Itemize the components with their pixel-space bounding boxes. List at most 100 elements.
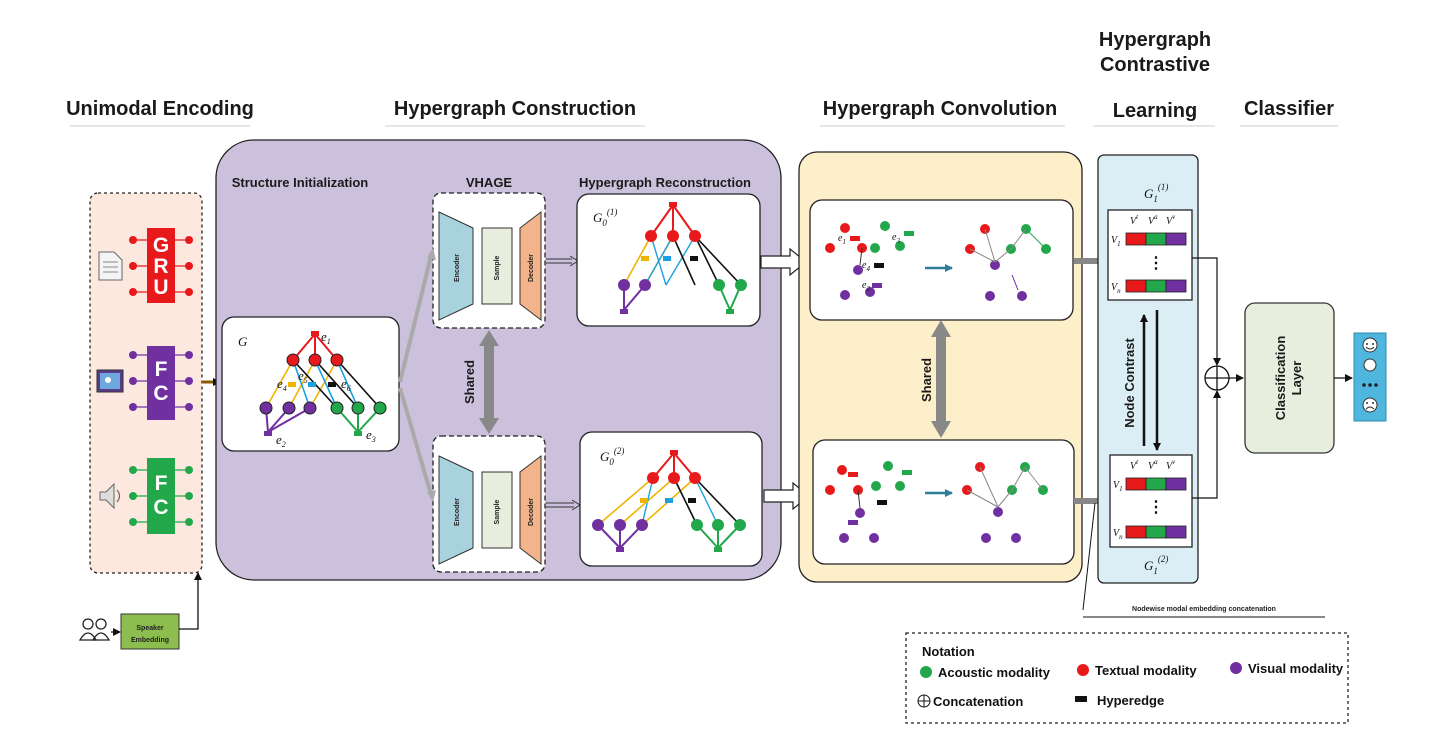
svg-text:Decoder: Decoder: [528, 254, 535, 282]
fc-visual-f: F: [155, 358, 168, 381]
gru-encoder: G R U: [129, 228, 193, 303]
nodewise-concat-label: Nodewise modal embedding concatenation: [1132, 606, 1276, 613]
embedding-matrix-1: Vt Va Vv V1 ⋮ Vn: [1107, 209, 1193, 301]
speaker-embedding-box: [120, 613, 180, 650]
notation-acoustic: Acoustic modality: [938, 665, 1051, 680]
svg-text:V1: V1: [1113, 480, 1123, 493]
acoustic-dot: [920, 666, 932, 678]
conv-graph-1-box: [809, 199, 1074, 321]
svg-text:Vn: Vn: [1113, 528, 1123, 541]
svg-text:⋮: ⋮: [1148, 255, 1164, 272]
notation-concatenation: Concatenation: [933, 694, 1023, 709]
g1-1-label: G1(1): [1144, 182, 1168, 204]
g1-2-label: G1(2): [1144, 554, 1168, 576]
header-contrastive-line2: Contrastive: [1100, 54, 1210, 76]
conv-graph-2-box: [812, 439, 1075, 565]
fc-audio-c: C: [153, 496, 168, 519]
speakers-icon: [78, 618, 111, 641]
recon-graph-2-label: G0(2): [600, 446, 624, 467]
header-contrastive-line3: Learning: [1113, 100, 1197, 122]
classification-label-2: Layer: [1289, 361, 1304, 396]
header-hypergraph-convolution: Hypergraph Convolution: [823, 98, 1057, 120]
header-classifier: Classifier: [1244, 98, 1334, 120]
svg-text:⋮: ⋮: [1148, 499, 1164, 516]
neutral-face-icon: [1363, 358, 1377, 372]
speaker-to-encoding-arrow: [179, 572, 202, 630]
svg-text:Vt: Vt: [1130, 458, 1139, 472]
notation-hyperedge: Hyperedge: [1097, 693, 1164, 708]
arrow-g-to-vhage-bottom: [398, 387, 434, 499]
sad-face-icon: [1362, 397, 1378, 413]
shared-label-convolution: Shared: [919, 358, 934, 402]
svg-text:Va: Va: [1148, 213, 1158, 227]
matrix1-to-concat-line: [1192, 257, 1221, 366]
structure-init-label: Structure Initialization: [232, 175, 369, 190]
video-icon: [96, 369, 124, 393]
header-contrastive-line1: Hypergraph: [1099, 29, 1211, 51]
arrow-g-to-vhage-top: [398, 251, 434, 383]
audio-speaker-icon: [99, 482, 121, 510]
svg-text:Vv: Vv: [1166, 213, 1176, 227]
recon-graph-1-label: G0(1): [593, 207, 617, 228]
arrowhead: [427, 490, 436, 502]
recon-hypergraph-2: [592, 450, 746, 552]
svg-text:e1: e1: [321, 329, 331, 346]
concat-operator-icon: [1204, 365, 1230, 391]
svg-text:Vt: Vt: [1130, 213, 1139, 227]
vhage-bottom-sample: Sample: [481, 471, 513, 549]
svg-text:e1: e1: [838, 233, 846, 246]
recon-hypergraph-1: [618, 202, 747, 314]
shared-double-arrow-convolution: [931, 320, 951, 438]
svg-text:e6: e6: [341, 376, 351, 393]
notation-title: Notation: [922, 644, 975, 659]
gru-label-r: R: [153, 255, 168, 278]
notation-visual: Visual modality: [1248, 661, 1344, 676]
ellipsis-dot: [1374, 383, 1378, 387]
initial-graph-g: G: [238, 334, 248, 349]
svg-text:Vn: Vn: [1111, 282, 1121, 295]
gru-label-g: G: [153, 234, 169, 257]
svg-text:e2: e2: [862, 280, 870, 293]
svg-text:Decoder: Decoder: [528, 498, 535, 526]
speaker-embedding-label-2: Embedding: [131, 637, 169, 644]
vhage-top-decoder: Decoder: [519, 210, 542, 322]
svg-text:e2: e2: [276, 432, 286, 449]
vhage-label: VHAGE: [466, 175, 513, 190]
ellipsis-dot: [1362, 383, 1366, 387]
conv-hypergraph-1: e1 e3 e4 e2: [825, 221, 1051, 301]
emotion-output-panel: [1353, 332, 1387, 422]
svg-text:Vv: Vv: [1166, 458, 1176, 472]
gru-label-u: U: [153, 276, 168, 299]
fc-visual-c: C: [153, 382, 168, 405]
svg-text:e3: e3: [366, 427, 376, 444]
svg-text:Va: Va: [1148, 458, 1158, 472]
node-contrast-label: Node Contrast: [1122, 338, 1137, 428]
reconstruction-label: Hypergraph Reconstruction: [579, 175, 751, 190]
arrow-recon1-to-conv: [760, 247, 807, 277]
embedding-matrix-2: Vt Va Vv V1 ⋮ Vn: [1109, 454, 1193, 548]
happy-face-icon: [1362, 337, 1378, 353]
header-unimodal-encoding: Unimodal Encoding: [66, 98, 254, 120]
svg-text:Sample: Sample: [494, 499, 501, 524]
concat-symbol-icon: [917, 694, 931, 708]
concat-label-leader: [1082, 502, 1096, 611]
document-icon: [98, 251, 123, 281]
svg-text:e3: e3: [892, 232, 900, 245]
notation-textual: Textual modality: [1095, 663, 1197, 678]
textual-dot: [1077, 664, 1089, 676]
shared-double-arrow-construction: [479, 330, 499, 434]
vhage-bottom-encoder: Encoder: [438, 455, 474, 565]
visual-dot: [1230, 662, 1242, 674]
fc-audio-encoder: F C: [129, 458, 193, 534]
matrix2-to-concat-line: [1192, 390, 1221, 499]
vhage-top-sample: Sample: [481, 227, 513, 305]
svg-text:V1: V1: [1111, 235, 1121, 248]
initial-hypergraph: e1 e4 e5 e6 e2 e3: [259, 329, 387, 449]
speaker-embedding-label-1: Speaker: [136, 625, 164, 632]
vhage-bottom-decoder: Decoder: [519, 454, 542, 566]
fc-visual-encoder: F C: [129, 346, 193, 420]
svg-text:Sample: Sample: [494, 255, 501, 280]
svg-text:e4: e4: [862, 260, 870, 273]
vhage-top-encoder: Encoder: [438, 211, 474, 321]
